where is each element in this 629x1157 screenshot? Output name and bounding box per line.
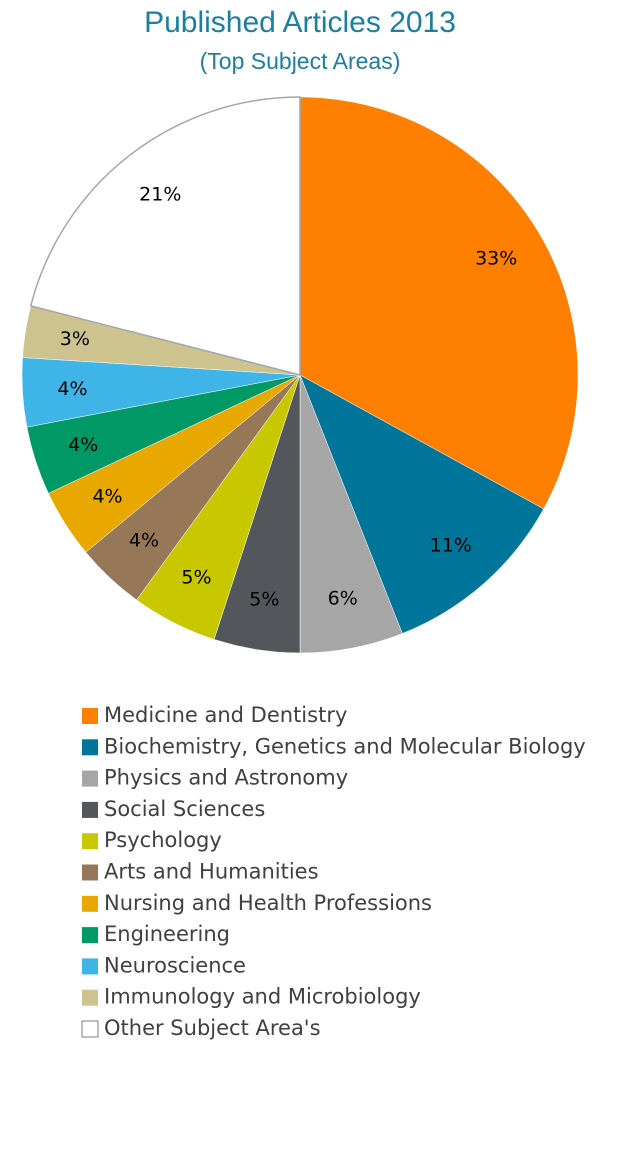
- data-label: 4%: [92, 486, 122, 508]
- legend-swatch: [82, 864, 98, 881]
- legend-label: Physics and Astronomy: [104, 766, 348, 790]
- data-label: 3%: [60, 328, 90, 350]
- legend-label: Social Sciences: [104, 797, 265, 821]
- legend-swatch: [82, 801, 98, 818]
- legend-label: Nursing and Health Professions: [104, 891, 432, 915]
- pie-slice: [29, 96, 301, 376]
- data-label: 33%: [475, 247, 517, 269]
- pie-slice: [299, 96, 579, 510]
- legend-label: Arts and Humanities: [104, 860, 319, 884]
- legend-label: Neuroscience: [104, 953, 246, 977]
- legend-swatch: [82, 708, 98, 724]
- legend-swatch: [82, 770, 98, 787]
- legend-label: Medicine and Dentistry: [104, 703, 347, 727]
- chart-title: Published Articles 2013: [144, 6, 456, 39]
- legend-label: Biochemistry, Genetics and Molecular Bio…: [104, 734, 586, 758]
- legend-swatch: [82, 895, 98, 912]
- data-label: 5%: [181, 567, 211, 589]
- pie-slice: [299, 374, 544, 634]
- data-label: 6%: [328, 587, 358, 609]
- data-label: 4%: [129, 530, 159, 552]
- data-label: 4%: [68, 434, 98, 456]
- data-label: 4%: [57, 378, 87, 400]
- legend-label: Engineering: [104, 922, 230, 946]
- chart-subtitle: (Top Subject Areas): [200, 48, 401, 74]
- legend-label: Immunology and Microbiology: [104, 985, 421, 1009]
- legend-swatch: [82, 989, 98, 1006]
- legend-swatch: [82, 958, 98, 975]
- legend-swatch: [81, 1020, 99, 1038]
- legend-label: Other Subject Area's: [104, 1016, 321, 1040]
- legend-label: Psychology: [104, 828, 222, 852]
- legend-swatch: [82, 927, 98, 944]
- data-label: 5%: [249, 589, 279, 611]
- data-label: 11%: [430, 534, 472, 556]
- data-label: 21%: [139, 183, 181, 205]
- legend-swatch: [82, 739, 98, 756]
- legend-swatch: [82, 833, 98, 850]
